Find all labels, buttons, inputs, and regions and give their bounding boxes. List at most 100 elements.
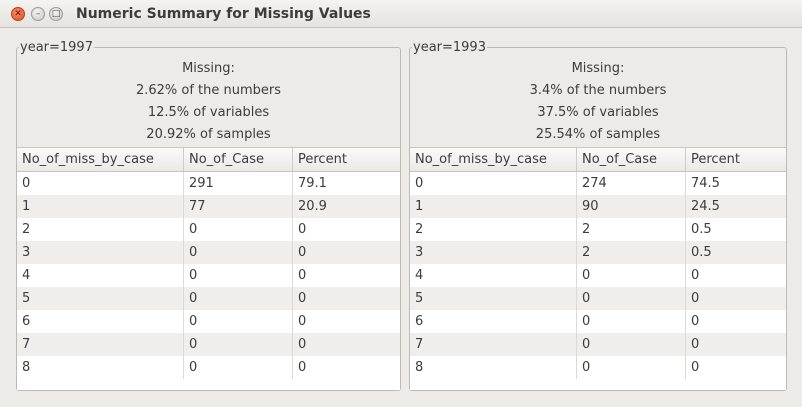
cell: 0 (184, 264, 293, 287)
cell: 0 (577, 310, 686, 333)
cell: 0 (298, 314, 307, 329)
missing-summary: Missing: 2.62% of the numbers 12.5% of v… (17, 58, 400, 146)
title-bar: ✕ – □ Numeric Summary for Missing Values (0, 0, 802, 28)
column-header-percent[interactable]: Percent (691, 152, 740, 167)
cell: 0 (691, 291, 700, 306)
column-header-percent[interactable]: Percent (298, 152, 347, 167)
summary-line: 37.5% of variables (537, 105, 659, 120)
table-row[interactable]: 2 2 0.5 (410, 218, 786, 241)
close-window-button[interactable]: ✕ (11, 7, 25, 21)
minimize-window-button[interactable]: – (31, 7, 45, 21)
cell: 0 (184, 356, 293, 379)
cell: 5 (17, 287, 184, 310)
cell: 2 (577, 241, 686, 264)
cell: 8 (410, 356, 577, 379)
cell: 1 (410, 195, 577, 218)
cell: 0 (298, 360, 307, 375)
cell: 8 (17, 356, 184, 379)
cell: 2 (577, 218, 686, 241)
cell: 77 (184, 195, 293, 218)
table-row[interactable]: 1 90 24.5 (410, 195, 786, 218)
cell: 0 (577, 333, 686, 356)
cell: 0 (298, 222, 307, 237)
cell: 0 (17, 172, 184, 195)
close-icon: ✕ (14, 8, 22, 19)
maximize-icon: □ (51, 8, 61, 19)
cell: 0 (691, 337, 700, 352)
cell: 0 (298, 245, 307, 260)
cell: 1 (17, 195, 184, 218)
summary-line: Missing: (182, 61, 235, 76)
summary-line: Missing: (571, 61, 625, 76)
column-header-no-of-case[interactable]: No_of_Case (577, 148, 686, 171)
table-header: No_of_miss_by_case No_of_Case Percent (17, 147, 400, 172)
summary-line: 25.54% of samples (535, 127, 661, 142)
summary-line: 20.92% of samples (146, 127, 271, 142)
maximize-window-button[interactable]: □ (49, 7, 63, 21)
cell: 0 (184, 241, 293, 264)
cell: 7 (17, 333, 184, 356)
group-legend: year=1993 (412, 40, 487, 55)
cell: 0 (184, 218, 293, 241)
column-header-no-of-case[interactable]: No_of_Case (184, 148, 293, 171)
cell: 90 (577, 195, 686, 218)
summary-line: 12.5% of variables (147, 105, 270, 120)
cell: 2 (17, 218, 184, 241)
cell: 0.5 (691, 245, 712, 260)
missing-summary: Missing: 3.4% of the numbers 37.5% of va… (410, 58, 786, 146)
cell: 0 (184, 333, 293, 356)
group-year-1993: year=1993 Missing: 3.4% of the numbers 3… (409, 40, 787, 391)
group-year-1997: year=1997 Missing: 2.62% of the numbers … (16, 40, 401, 391)
summary-line: 3.4% of the numbers (529, 83, 667, 98)
table-row[interactable]: 0 291 79.1 (17, 172, 400, 195)
column-header-miss-by-case[interactable]: No_of_miss_by_case (17, 148, 184, 171)
minimize-icon: – (35, 8, 41, 19)
cell: 0 (691, 360, 700, 375)
cell: 0 (577, 264, 686, 287)
cell: 3 (410, 241, 577, 264)
table-header: No_of_miss_by_case No_of_Case Percent (410, 147, 786, 172)
cell: 0 (577, 356, 686, 379)
cell: 74.5 (691, 176, 720, 191)
cell: 291 (184, 172, 293, 195)
cell: 0 (410, 172, 577, 195)
cell: 2 (410, 218, 577, 241)
cell: 5 (410, 287, 577, 310)
cell: 0.5 (691, 222, 712, 237)
table-row[interactable]: 1 77 20.9 (17, 195, 400, 218)
cell: 4 (17, 264, 184, 287)
window-title: Numeric Summary for Missing Values (76, 6, 371, 22)
cell: 0 (691, 268, 700, 283)
cell: 3 (17, 241, 184, 264)
cell: 0 (298, 337, 307, 352)
table-row[interactable]: 0 274 74.5 (410, 172, 786, 195)
cell: 20.9 (298, 199, 327, 214)
cell: 0 (298, 268, 307, 283)
cell: 24.5 (691, 199, 720, 214)
cell: 6 (410, 310, 577, 333)
cell: 0 (691, 314, 700, 329)
table-row[interactable]: 3 2 0.5 (410, 241, 786, 264)
cell: 274 (577, 172, 686, 195)
group-legend: year=1997 (19, 40, 94, 55)
cell: 0 (184, 310, 293, 333)
cell: 0 (577, 287, 686, 310)
column-header-miss-by-case[interactable]: No_of_miss_by_case (410, 148, 577, 171)
cell: 0 (184, 287, 293, 310)
